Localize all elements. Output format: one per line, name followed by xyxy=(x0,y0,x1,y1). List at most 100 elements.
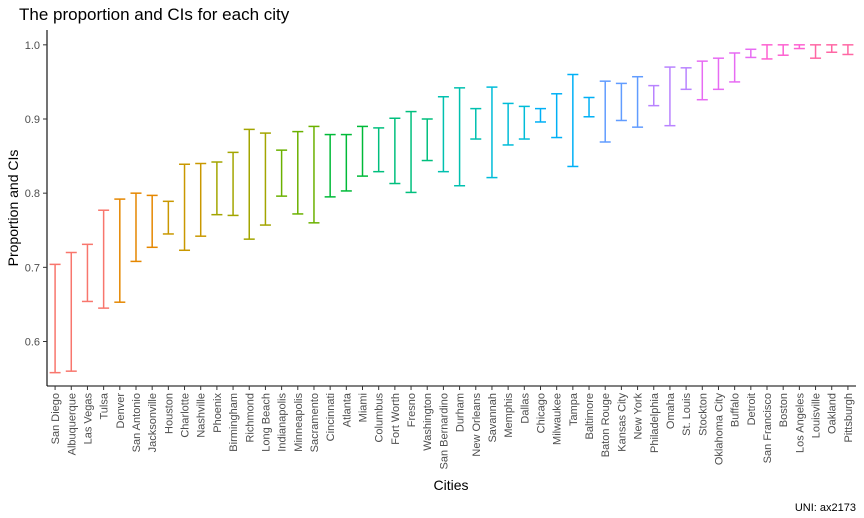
y-axis-title: Proportion and CIs xyxy=(5,150,21,267)
y-tick-label: 0.8 xyxy=(25,188,40,200)
x-tick-label: Richmond xyxy=(244,393,256,443)
errorbar xyxy=(534,107,546,123)
x-tick-label: Dallas xyxy=(519,393,531,424)
x-tick-label: Cincinnati xyxy=(325,393,337,441)
errorbar xyxy=(777,44,789,56)
x-tick-label: Baton Rouge xyxy=(600,393,612,457)
caption-uni: UNI: ax2173 xyxy=(795,502,856,514)
errorbar xyxy=(130,192,142,263)
chart-title: The proportion and CIs for each city xyxy=(19,5,290,24)
errorbar xyxy=(49,263,61,374)
x-tick-label: Kansas City xyxy=(616,393,628,452)
x-tick-label: Albuquerque xyxy=(66,393,78,455)
errorbar xyxy=(486,86,498,179)
x-tick-label: Los Angeles xyxy=(794,393,806,453)
y-axis-ticks: 0.6 0.7 0.8 0.9 1.0 xyxy=(25,40,47,349)
errorbar xyxy=(680,67,692,91)
errorbar xyxy=(324,133,336,198)
x-tick-label: Pittsburgh xyxy=(843,393,855,443)
x-tick-label: Durham xyxy=(455,393,467,432)
x-axis-ticks: San Diego Albuquerque Las Vegas Tulsa Denver… xyxy=(50,386,855,469)
errorbar xyxy=(632,75,644,128)
x-tick-label: Washington xyxy=(422,393,434,451)
x-tick-label: Louisville xyxy=(811,393,823,438)
x-tick-label: Tampa xyxy=(568,392,580,426)
errorbar xyxy=(502,102,514,146)
errorbar xyxy=(292,130,304,215)
errorbar xyxy=(162,200,174,235)
x-tick-label: Birmingham xyxy=(228,393,240,452)
x-tick-label: Oklahoma City xyxy=(713,393,725,466)
errorbar xyxy=(81,243,93,303)
errorbar xyxy=(583,96,595,118)
errorbar xyxy=(615,82,627,122)
x-tick-label: Miami xyxy=(358,393,370,422)
errorbar xyxy=(648,84,660,107)
x-tick-label: Minneapolis xyxy=(293,393,305,452)
errorbar xyxy=(454,87,466,187)
errorbar xyxy=(98,209,110,309)
x-axis-title: Cities xyxy=(433,477,468,493)
x-tick-label: Indianapolis xyxy=(277,393,289,452)
x-tick-label: Chicago xyxy=(535,393,547,433)
x-tick-label: Nashville xyxy=(196,393,208,438)
errorbar xyxy=(842,44,854,56)
errorbar xyxy=(470,107,482,140)
x-tick-label: San Antonio xyxy=(131,393,143,452)
errorbar xyxy=(114,198,126,303)
x-tick-label: Stockton xyxy=(697,393,709,436)
x-tick-label: Detroit xyxy=(746,393,758,425)
x-tick-label: Savannah xyxy=(487,393,499,443)
errorbar xyxy=(437,96,449,173)
x-tick-label: Fort Worth xyxy=(390,393,402,445)
errorbar xyxy=(745,48,757,59)
errorbar xyxy=(761,44,773,60)
y-tick-label: 0.9 xyxy=(25,114,40,126)
x-tick-label: Philadelphia xyxy=(649,392,661,453)
x-tick-label: San Diego xyxy=(50,393,62,444)
x-tick-label: Houston xyxy=(163,393,175,434)
y-tick-label: 0.7 xyxy=(25,262,40,274)
errorbar xyxy=(243,128,255,240)
errorbar xyxy=(227,151,239,217)
x-tick-label: Oakland xyxy=(827,393,839,434)
errorbar xyxy=(826,44,838,53)
errorbar xyxy=(259,132,271,226)
errorbar xyxy=(793,44,805,50)
errorbar xyxy=(405,110,417,194)
errorbar xyxy=(712,57,724,91)
x-tick-label: Buffalo xyxy=(730,393,742,427)
x-tick-label: Fresno xyxy=(406,393,418,427)
errorbar xyxy=(599,80,611,143)
errorbar xyxy=(664,66,676,127)
errorbar xyxy=(389,117,401,185)
errorbar xyxy=(567,73,579,168)
plot-area xyxy=(49,44,854,374)
x-tick-label: New Orleans xyxy=(471,393,483,457)
x-tick-label: Sacramento xyxy=(309,393,321,452)
errorbar xyxy=(357,125,369,177)
errorbar xyxy=(696,60,708,101)
x-tick-label: Las Vegas xyxy=(82,393,94,445)
errorbar xyxy=(308,125,320,224)
errorbar xyxy=(729,52,741,83)
x-tick-label: Tulsa xyxy=(99,392,111,419)
errorbar xyxy=(179,163,191,252)
x-tick-label: San Bernardino xyxy=(438,393,450,469)
y-tick-label: 1.0 xyxy=(25,40,40,52)
errorbar xyxy=(373,127,385,173)
errorbar xyxy=(65,251,77,372)
x-tick-label: Omaha xyxy=(665,392,677,429)
x-tick-label: Phoenix xyxy=(212,393,224,433)
x-tick-label: New York xyxy=(633,393,645,440)
errorbar xyxy=(211,161,223,216)
errorbar xyxy=(810,44,822,59)
errorbar xyxy=(518,105,530,140)
x-tick-label: Milwaukee xyxy=(552,393,564,445)
x-tick-label: San Francisco xyxy=(762,393,774,463)
x-tick-label: St. Louis xyxy=(681,393,693,436)
x-tick-label: Jacksonville xyxy=(147,393,159,452)
errorbar xyxy=(340,133,352,192)
x-tick-label: Atlanta xyxy=(341,392,353,427)
